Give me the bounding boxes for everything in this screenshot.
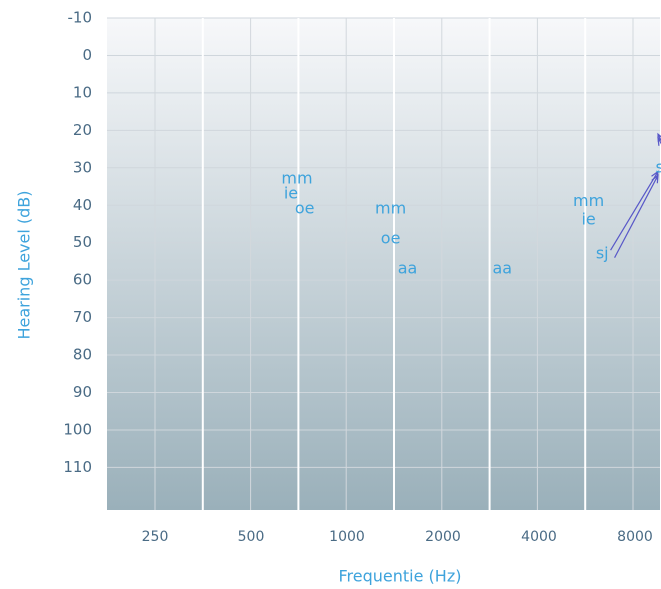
phoneme-label-oe: oe: [295, 198, 315, 217]
y-tick-label: 30: [73, 158, 92, 176]
phoneme-label-aa: aa: [492, 258, 512, 277]
x-tick-label: 8000: [617, 529, 653, 545]
y-tick-label: 80: [73, 346, 92, 364]
phoneme-label-mm: mm: [573, 191, 604, 210]
x-tick-label: 1000: [329, 529, 365, 545]
phoneme-label-aa: aa: [398, 258, 418, 277]
arrow-line: [610, 171, 659, 251]
y-tick-label: 50: [73, 233, 92, 251]
phoneme-label-oe: oe: [381, 228, 401, 247]
phoneme-label-ie: ie: [284, 184, 298, 203]
plot-area: [107, 18, 660, 510]
y-tick-label: 0: [82, 46, 92, 64]
y-tick-label: -10: [68, 9, 93, 27]
x-axis: 250 500 1000 2000 4000 8000: [142, 529, 653, 545]
phoneme-label-sj: sj: [596, 243, 609, 262]
x-tick-label: 4000: [521, 529, 557, 545]
grid: [107, 17, 660, 510]
y-tick-label: 40: [73, 196, 92, 214]
phoneme-label-ie: ie: [581, 210, 595, 229]
phoneme-label-ss: ss: [655, 157, 661, 176]
y-tick-label: 20: [73, 121, 92, 139]
y-tick-label: 70: [73, 308, 92, 326]
phoneme-labels: mmieoemmoeaaaammiesjss: [281, 157, 661, 277]
y-tick-label: 90: [73, 383, 92, 401]
x-axis-label: Frequentie (Hz): [339, 567, 462, 586]
y-tick-label: 60: [73, 271, 92, 289]
y-axis: -10 0 10 20 30 40 50 60 70 80 90 100 110: [63, 9, 92, 476]
x-tick-label: 250: [142, 529, 169, 545]
x-tick-label: 500: [238, 529, 265, 545]
arrow-head: [657, 136, 661, 146]
x-tick-label: 2000: [425, 529, 461, 545]
y-tick-label: 110: [63, 458, 92, 476]
y-tick-label: 10: [73, 83, 92, 101]
phoneme-label-mm: mm: [375, 198, 406, 217]
arrow-head: [651, 173, 659, 184]
arrow-line: [614, 175, 659, 258]
y-axis-label: Hearing Level (dB): [15, 190, 34, 339]
phoneme-label-mm: mm: [281, 169, 312, 188]
y-tick-label: 100: [63, 420, 92, 438]
